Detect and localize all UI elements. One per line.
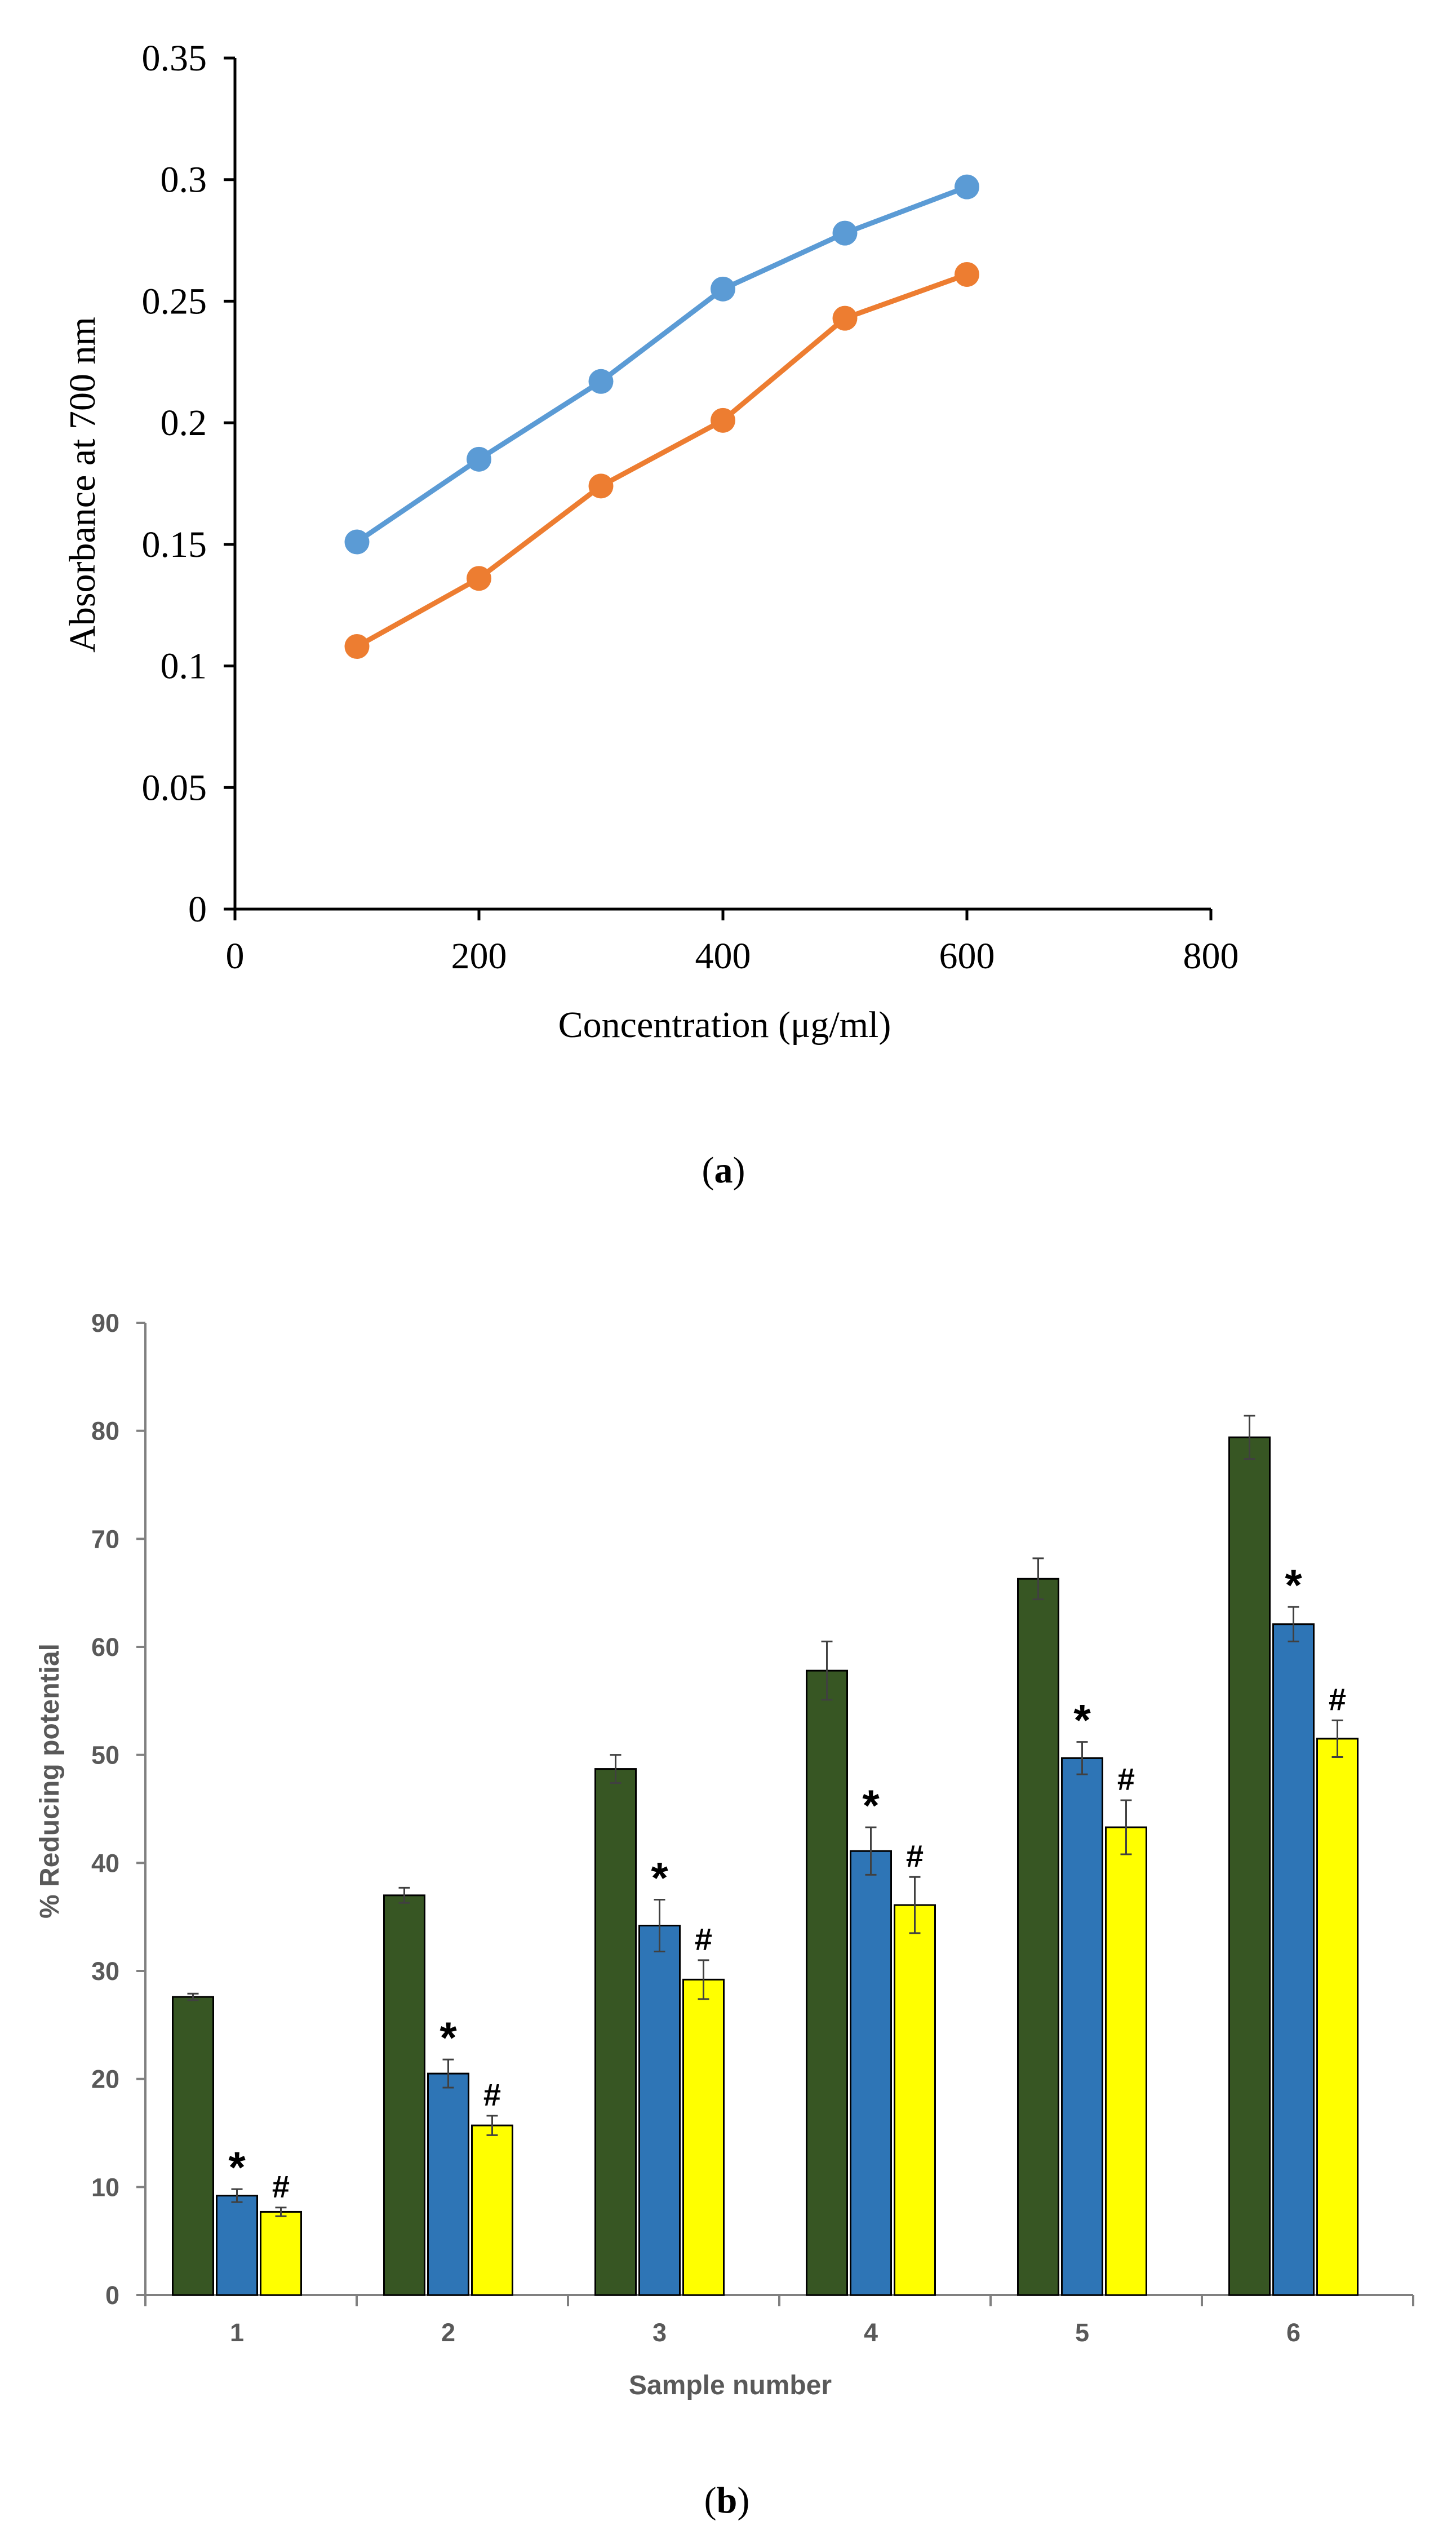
chart-a-y-tick-label: 0.35 (142, 38, 207, 79)
chart-b-bar (260, 2210, 302, 2296)
chart-a-y-tick-label: 0.25 (142, 281, 207, 322)
chart-b-significance-star: * (228, 2142, 246, 2192)
chart-b-significance-star: * (440, 2013, 457, 2062)
chart-a-data-point (711, 407, 735, 433)
panel-b-label: (b) (704, 2480, 750, 2521)
chart-b-y-tick-label: 70 (91, 1525, 119, 1553)
chart-a-axes (224, 56, 1213, 920)
chart-b-bar (471, 2124, 513, 2296)
chart-b-bar (594, 1768, 637, 2296)
chart-b-significance-star: * (862, 1780, 880, 1830)
chart-b-y-tick-label: 80 (91, 1417, 119, 1446)
chart-a-data-point (832, 220, 858, 246)
chart-b-bar (216, 2195, 258, 2296)
chart-b-significance-hash: # (483, 2077, 501, 2112)
chart-a-tick-labels: 0 0.05 0.1 0.15 0.2 0.25 0.3 0.35 0 200 400 600 800 (142, 38, 1239, 977)
chart-b-bar (1061, 1757, 1103, 2296)
line-chart-a: 00.050.10.150.20.250.30.350 200 400 600 800 … (62, 38, 1239, 1046)
chart-b-y-tick-label: 20 (91, 2065, 119, 2094)
chart-b-y-axis-label: % Reducing potential (35, 1643, 65, 1919)
chart-a-series-line (355, 184, 968, 544)
chart-a-y-tick-label: 0 (188, 889, 207, 930)
chart-b-significance-hash: # (906, 1838, 924, 1873)
chart-b-bar (1228, 1436, 1271, 2296)
chart-a-data-point (955, 262, 979, 287)
chart-a-x-tick-label: 800 (1183, 936, 1239, 977)
chart-a-x-tick-label: 0 (226, 936, 245, 977)
chart-b-x-axis-label: Sample number (629, 2371, 832, 2400)
chart-b-significance-star: * (1285, 1560, 1302, 1610)
chart-b-bar (427, 2072, 469, 2296)
chart-b-y-tick-label: 10 (91, 2173, 119, 2201)
chart-b-x-tick-label: 5 (1075, 2318, 1089, 2347)
chart-b-y-tick-label: 30 (91, 1957, 119, 1986)
chart-b-bar (894, 1904, 936, 2296)
chart-b-axes (136, 1322, 1414, 2306)
chart-a-series-line (356, 272, 968, 649)
chart-b-bar (1017, 1578, 1059, 2296)
chart-a-data-point (588, 369, 614, 394)
chart-b-significance-star: * (651, 1853, 668, 1903)
chart-b-bar (638, 1925, 681, 2296)
chart-b-y-tick-label: 40 (91, 1849, 119, 1877)
chart-b-significance-star: * (1073, 1695, 1091, 1745)
chart-a-data-point (588, 473, 614, 499)
chart-a-data-point (344, 634, 370, 659)
chart-b-bar (806, 1669, 848, 2296)
chart-b-bar (850, 1850, 892, 2296)
chart-a-x-tick-label: 600 (939, 936, 995, 977)
chart-b-tick-labels: 0 10 20 30 40 50 60 70 80 90 1 2 3 4 5 6 (91, 1309, 1300, 2347)
chart-a-data-point (832, 305, 858, 331)
chart-a-data-point (467, 446, 491, 472)
chart-b-y-tick-label: 90 (91, 1309, 119, 1337)
chart-b-y-tick-label: 50 (91, 1741, 119, 1770)
chart-a-x-tick-label: 200 (451, 936, 507, 977)
chart-b-x-tick-label: 4 (864, 2318, 878, 2347)
chart-a-y-tick-label: 0.15 (142, 524, 207, 565)
panel-a-label: (a) (702, 1150, 745, 1191)
chart-b-x-tick-label: 6 (1286, 2318, 1300, 2347)
chart-a-series (344, 174, 979, 659)
chart-a-x-axis-label: Concentration (μg/ml) (558, 1004, 891, 1046)
chart-b-bar (1105, 1826, 1147, 2296)
chart-b-bar (1316, 1738, 1359, 2296)
panel-b-letter: b (717, 2480, 738, 2521)
chart-a-data-point (711, 276, 735, 302)
chart-b-bars: * # * # * # * # * # * # (172, 1415, 1359, 2296)
chart-b-bar (172, 1996, 214, 2296)
chart-a-y-tick-label: 0.2 (161, 402, 207, 444)
chart-b-y-tick-label: 60 (91, 1633, 119, 1662)
chart-a-data-point (467, 566, 491, 591)
chart-b-significance-hash: # (1117, 1761, 1135, 1797)
chart-a-y-tick-label: 0.3 (161, 160, 207, 201)
chart-a-data-point (344, 529, 370, 555)
chart-b-bar (682, 1978, 725, 2296)
chart-b-significance-hash: # (695, 1921, 712, 1957)
chart-b-x-tick-label: 2 (441, 2318, 455, 2347)
chart-b-y-tick-label: 0 (105, 2281, 119, 2310)
panel-a-letter: a (714, 1150, 733, 1191)
chart-b-significance-hash: # (1329, 1681, 1346, 1717)
chart-b-bar (1272, 1623, 1315, 2296)
chart-b-significance-hash: # (272, 2169, 290, 2204)
chart-b-x-tick-label: 3 (652, 2318, 667, 2347)
chart-a-x-tick-label: 400 (695, 936, 751, 977)
chart-b-x-tick-label: 1 (230, 2318, 244, 2347)
chart-a-y-axis-label: Absorbance at 700 nm (62, 317, 103, 653)
bar-chart-b: * # * # * # * # * # * # 0 10 20 30 40 50 60 70 80 90 1 2 3 4 5 6 S… (35, 1309, 1414, 2400)
chart-a-data-point (955, 174, 979, 200)
chart-b-bar (383, 1894, 425, 2296)
chart-a-y-tick-label: 0.05 (142, 767, 207, 808)
chart-a-y-tick-label: 0.1 (161, 646, 207, 687)
